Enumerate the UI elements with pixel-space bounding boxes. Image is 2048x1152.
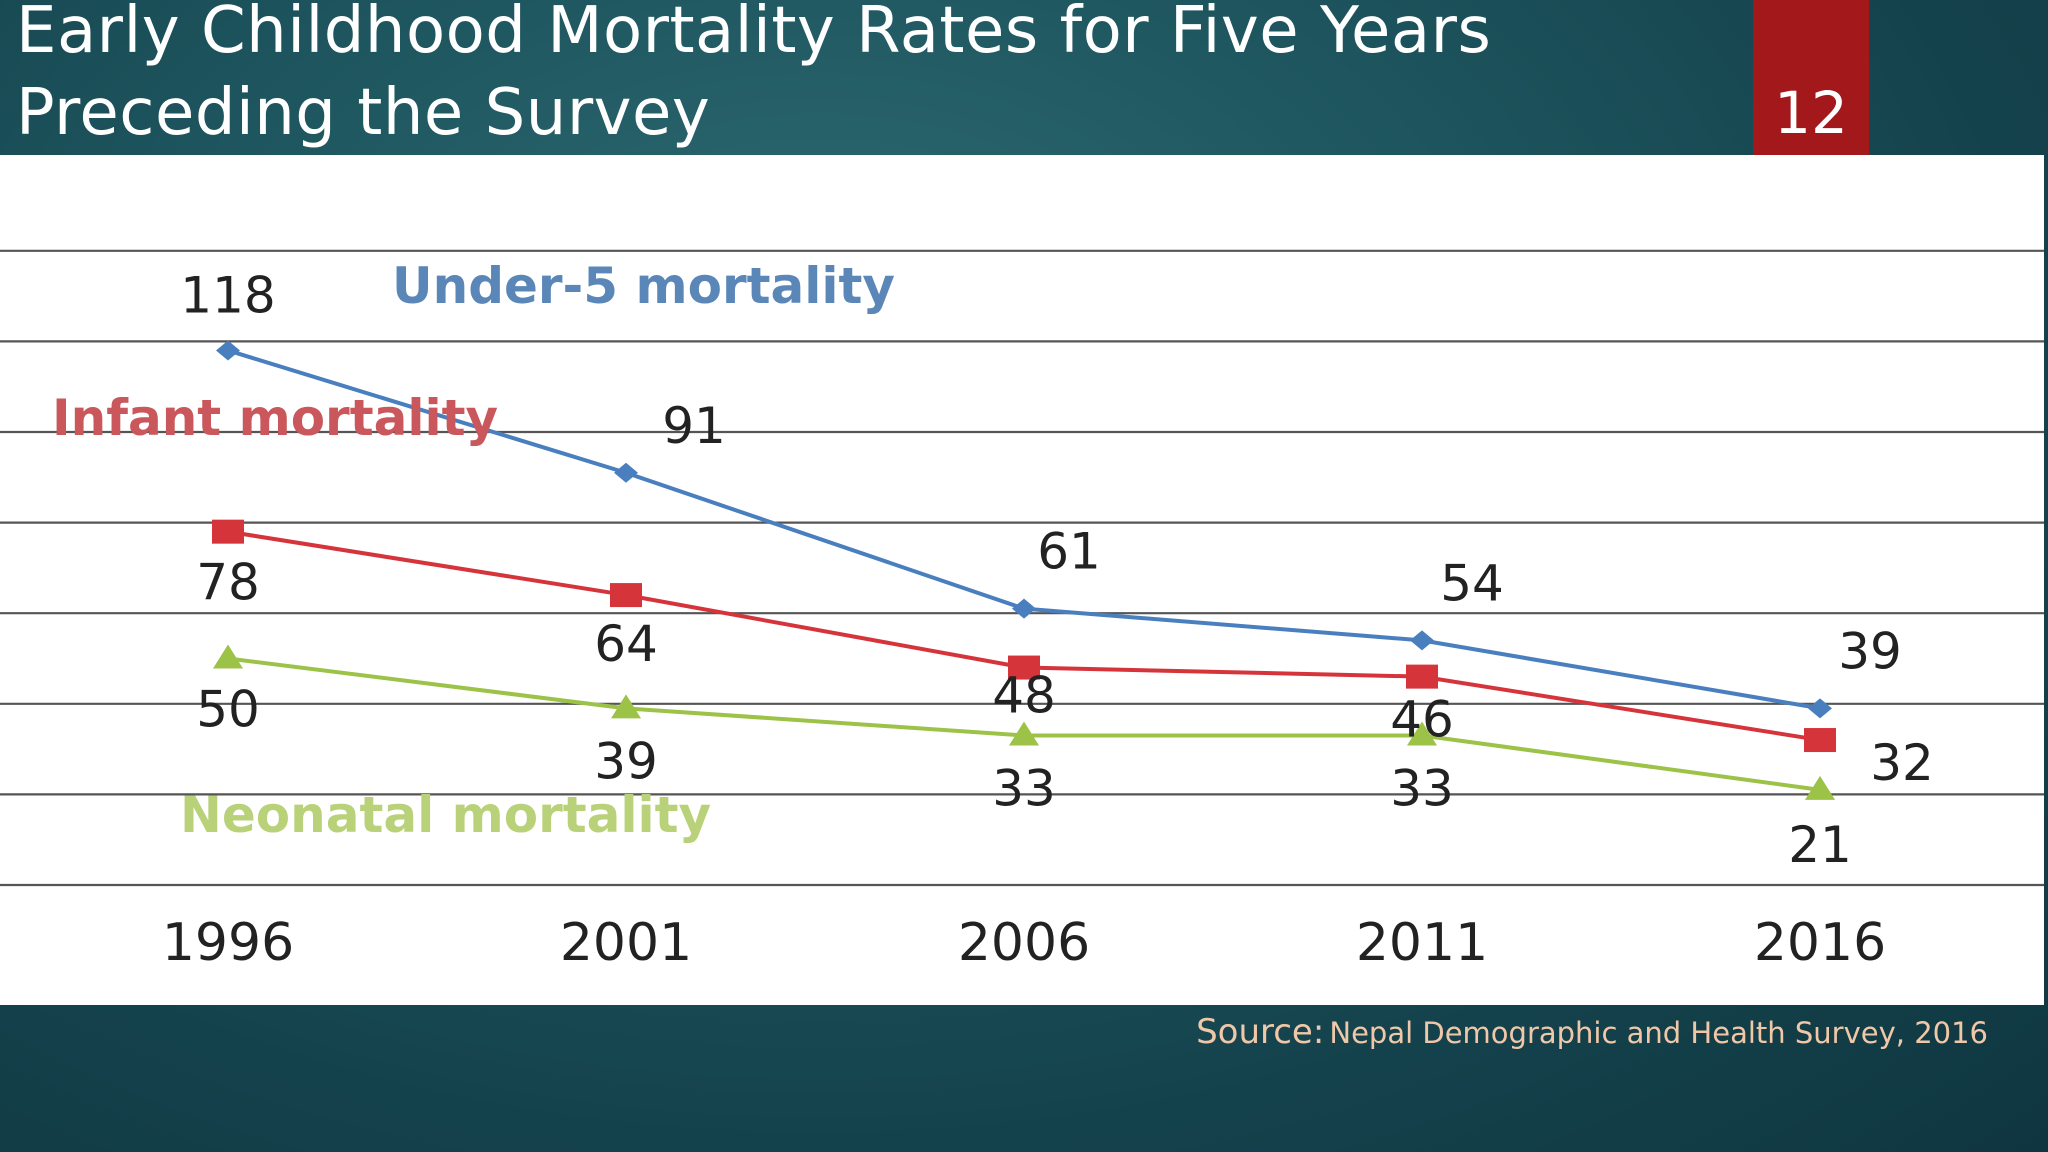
data-point-diamond xyxy=(1410,630,1434,651)
series-layer xyxy=(212,340,1836,800)
data-point-triangle xyxy=(1407,721,1437,746)
x-tick-label: 2006 xyxy=(958,913,1090,973)
data-label: 78 xyxy=(196,554,260,612)
x-tick-label: 2001 xyxy=(560,913,692,973)
data-label: 91 xyxy=(662,397,726,455)
slide-title: Early Childhood Mortality Rates for Five… xyxy=(16,0,1492,150)
data-label: 118 xyxy=(180,266,275,324)
data-label: 50 xyxy=(196,681,260,739)
data-point-triangle xyxy=(1009,721,1039,746)
data-label: 39 xyxy=(1838,622,1902,680)
data-label: 61 xyxy=(1037,523,1101,581)
series-under-5-mortality xyxy=(216,340,1832,719)
data-point-diamond xyxy=(614,462,638,483)
data-point-diamond xyxy=(216,340,240,361)
data-label: 48 xyxy=(992,667,1056,725)
label-layer: 1996 2001 2006 2011 2016 118 91 61 54 39 78 64 48 46 3… xyxy=(52,257,1934,973)
data-label: 21 xyxy=(1788,816,1852,874)
data-point-square xyxy=(610,583,642,608)
data-point-triangle xyxy=(611,694,641,719)
data-point-square xyxy=(1804,728,1836,753)
gridlines xyxy=(0,249,2044,887)
chart-panel: 1996 2001 2006 2011 2016 118 91 61 54 39 78 64 48 46 3… xyxy=(0,155,2044,1005)
x-tick-label: 1996 xyxy=(162,913,294,973)
data-point-diamond xyxy=(1012,598,1036,619)
source-citation: Source: Nepal Demographic and Health Sur… xyxy=(1196,1012,1988,1052)
series-infant-mortality xyxy=(212,519,1836,753)
x-tick-label: 2016 xyxy=(1754,913,1886,973)
line-chart: 1996 2001 2006 2011 2016 118 91 61 54 39 78 64 48 46 3… xyxy=(0,249,2044,973)
source-label: Source: xyxy=(1196,1012,1325,1052)
data-point-triangle xyxy=(1805,775,1835,800)
data-label: 33 xyxy=(992,760,1056,818)
data-point-square xyxy=(1406,664,1438,689)
series-name-label: Neonatal mortality xyxy=(180,786,711,844)
x-tick-label: 2011 xyxy=(1356,913,1488,973)
data-point-square xyxy=(212,519,244,544)
data-point-triangle xyxy=(213,644,243,669)
data-label: 32 xyxy=(1870,734,1934,792)
data-label: 46 xyxy=(1390,691,1454,749)
data-point-diamond xyxy=(1808,698,1832,719)
source-text: Nepal Demographic and Health Survey, 201… xyxy=(1329,1016,1988,1050)
data-label: 64 xyxy=(594,615,658,673)
series-neonatal-mortality xyxy=(213,644,1835,800)
data-label: 54 xyxy=(1440,554,1504,612)
data-label: 33 xyxy=(1390,760,1454,818)
series-name-label: Under-5 mortality xyxy=(392,257,895,315)
page-number-badge: 12 xyxy=(1753,0,1869,155)
data-point-square xyxy=(1008,655,1040,680)
data-label: 39 xyxy=(594,732,658,790)
series-name-label: Infant mortality xyxy=(52,389,498,447)
